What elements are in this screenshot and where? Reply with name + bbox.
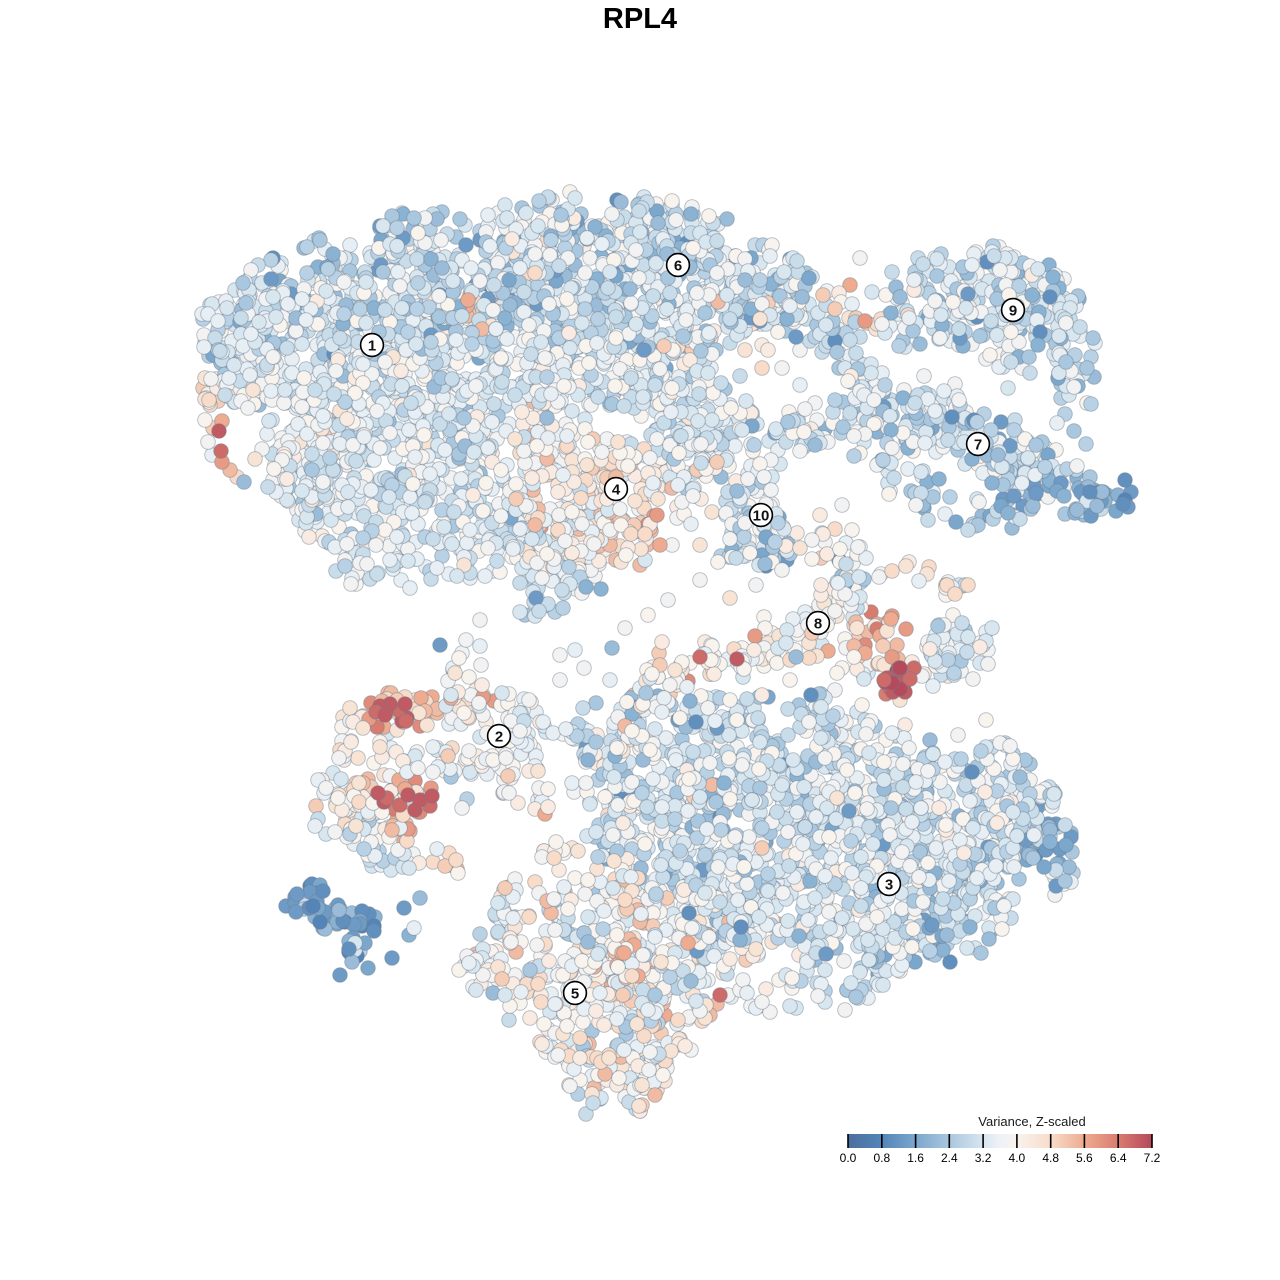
svg-text:RPL4: RPL4	[603, 3, 677, 35]
